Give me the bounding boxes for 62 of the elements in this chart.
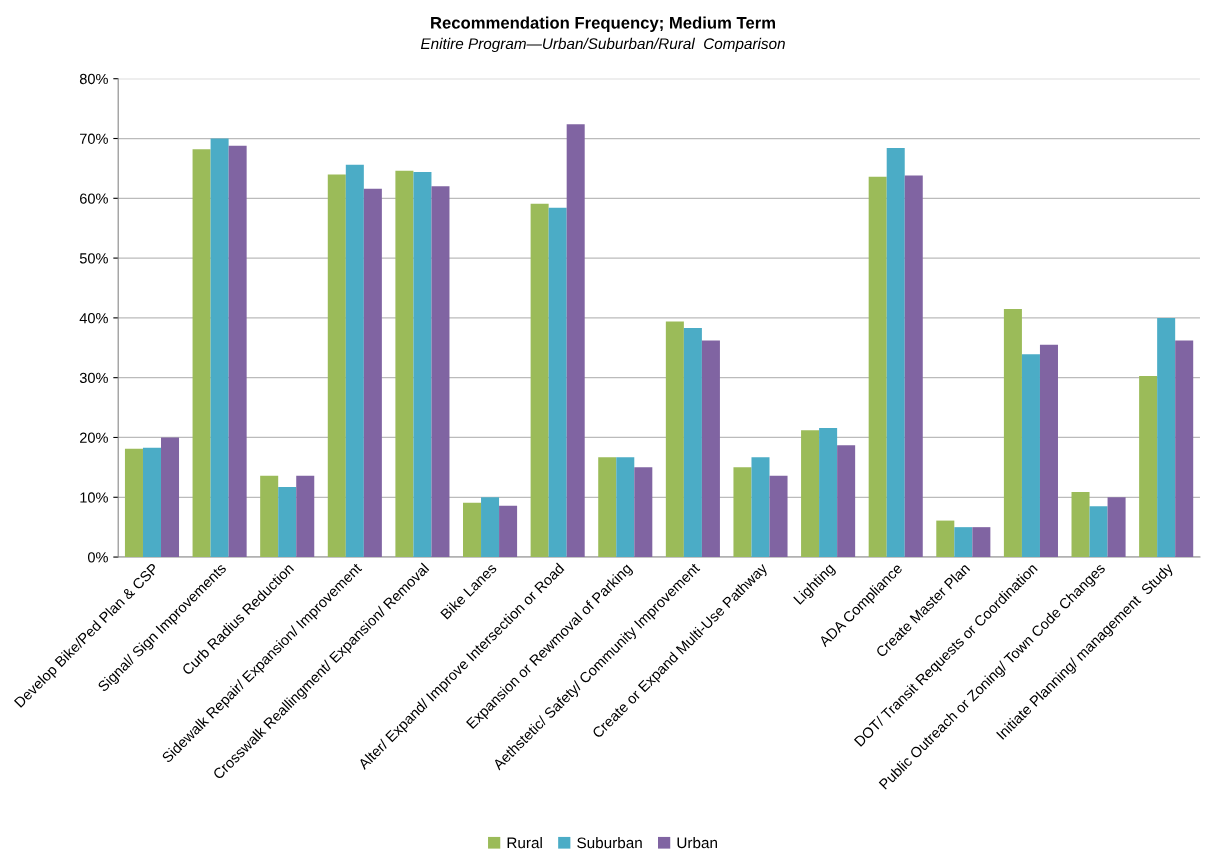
bar bbox=[868, 176, 887, 558]
bar bbox=[819, 427, 838, 558]
bar bbox=[598, 457, 617, 558]
bar bbox=[228, 145, 247, 558]
bar bbox=[463, 502, 482, 558]
bar bbox=[769, 475, 788, 558]
y-tick-label: 0% bbox=[87, 552, 108, 563]
y-tick-label: 10% bbox=[80, 492, 108, 503]
bar bbox=[751, 457, 770, 558]
bar bbox=[665, 321, 684, 558]
bar bbox=[886, 148, 905, 558]
legend-label: Urban bbox=[677, 837, 717, 849]
bar bbox=[801, 430, 820, 558]
y-tick-label: 80% bbox=[79, 73, 108, 85]
y-tick-label: 40% bbox=[79, 312, 108, 324]
bar bbox=[431, 186, 450, 558]
bar bbox=[1139, 375, 1158, 558]
bar bbox=[616, 457, 635, 558]
y-tick-label: 30% bbox=[79, 372, 108, 384]
bar bbox=[142, 447, 162, 558]
y-tick-label: 20% bbox=[80, 432, 108, 443]
bar bbox=[192, 149, 211, 558]
bar bbox=[413, 171, 432, 558]
chart-title: Recommendation Frequency; Medium Term bbox=[431, 16, 775, 32]
bar bbox=[327, 174, 346, 558]
bar bbox=[1003, 308, 1022, 558]
y-tick-label: 70% bbox=[80, 133, 108, 144]
legend-label: Rural bbox=[507, 837, 542, 849]
bar bbox=[936, 520, 955, 558]
bar bbox=[1175, 340, 1194, 558]
bar bbox=[481, 497, 500, 558]
bar bbox=[1157, 317, 1176, 558]
chart-subtitle: Enitire Program—Urban/Suburban/Rural Comparison bbox=[420, 37, 785, 53]
bar bbox=[296, 475, 315, 558]
bar bbox=[499, 505, 518, 558]
bar bbox=[260, 475, 279, 558]
bar bbox=[1039, 344, 1058, 558]
bar bbox=[634, 467, 653, 558]
bar bbox=[278, 487, 297, 558]
bar bbox=[837, 445, 856, 558]
bar bbox=[954, 527, 973, 558]
bar bbox=[733, 467, 752, 558]
bar bbox=[1071, 491, 1090, 558]
bar bbox=[345, 164, 364, 558]
bar bbox=[1089, 506, 1108, 558]
bar bbox=[566, 124, 585, 558]
bar bbox=[530, 203, 549, 558]
bar bbox=[972, 527, 991, 558]
bar bbox=[124, 448, 143, 558]
bar bbox=[683, 328, 702, 558]
bar bbox=[701, 340, 720, 558]
bar bbox=[548, 207, 567, 558]
y-tick-label: 60% bbox=[80, 193, 108, 204]
bar bbox=[1021, 354, 1040, 558]
bar bbox=[395, 170, 414, 558]
bar bbox=[161, 437, 180, 558]
y-tick-label: 50% bbox=[79, 253, 108, 264]
bar bbox=[904, 175, 923, 558]
bar bbox=[1107, 497, 1126, 558]
bar bbox=[210, 138, 229, 558]
bar bbox=[363, 188, 382, 558]
legend-label: Suburban bbox=[577, 837, 642, 849]
